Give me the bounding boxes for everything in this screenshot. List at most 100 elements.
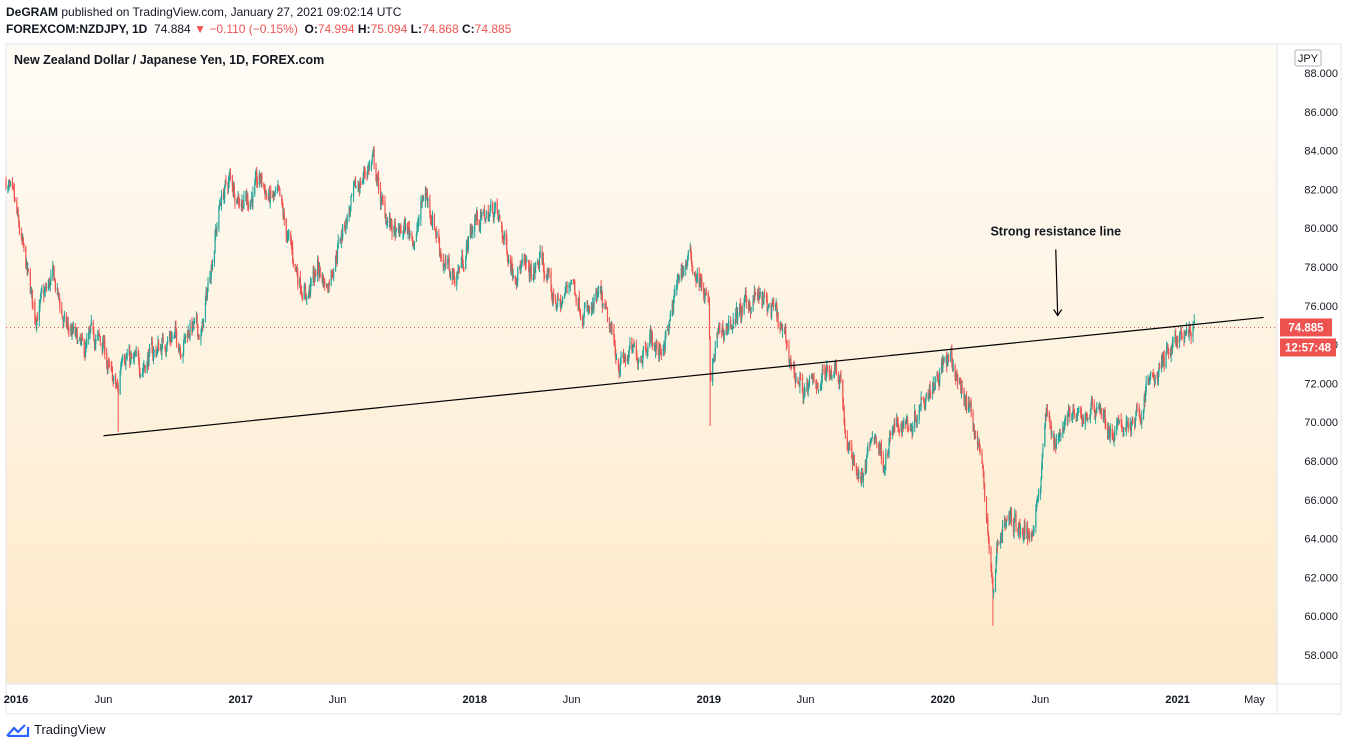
price-chart[interactable]: New Zealand Dollar / Japanese Yen, 1D, F… [0,0,1348,720]
candle-body [398,227,400,236]
candle-body [496,202,498,211]
time-axis-background[interactable] [6,684,1277,714]
candle-body [321,272,323,281]
candle-body [686,263,688,265]
candle-body [216,227,218,231]
candle-body [834,365,836,369]
x-tick-label: 2016 [4,694,28,706]
candle-body [709,337,711,373]
candle-body [246,195,248,200]
candle-body [111,366,113,368]
candle-body [170,337,173,342]
candle-body [355,187,357,189]
candle-body [1059,432,1061,436]
candle-body [654,343,656,352]
plot-background[interactable] [6,44,1277,684]
candle-body [34,320,37,322]
candle-body [933,389,936,391]
candle-body [375,163,377,181]
price-axis-background[interactable] [1277,44,1341,684]
candle-body [660,352,662,354]
candle-body [704,294,706,301]
candle-body [808,382,810,387]
candle-body [689,247,691,252]
candle-body [624,356,627,362]
candle-body [892,428,894,433]
candle-body [977,442,979,445]
candle-body [735,307,738,313]
candle-body [535,263,537,267]
candle-body [420,201,423,204]
candle-body [95,338,97,345]
candle-body [640,360,642,362]
candle-body [43,292,46,295]
candle-body [371,157,373,161]
candle-body [1143,396,1145,408]
candle-body [884,466,886,469]
y-tick-label: 86.000 [1304,107,1338,119]
candle-body [1078,408,1080,409]
candle-body [395,228,398,230]
candle-body [358,186,360,188]
candle-body [560,298,562,309]
candle-body [144,364,146,372]
candle-body [1026,527,1028,534]
candle-body [1166,345,1168,353]
candle-body [213,250,216,263]
candle-body [98,332,100,334]
candle-body [730,320,732,328]
candle-body [35,320,37,325]
candle-body [604,304,606,307]
candle-body [304,287,306,291]
candle-body [1193,319,1195,324]
x-tick-label: 2020 [931,694,955,706]
candle-body [1107,428,1109,439]
candle-body [986,516,988,520]
candle-body [692,272,694,275]
candle-body [178,349,180,352]
change-value: −0.110 (−0.15%) [209,22,298,36]
candle-body [627,356,629,361]
candle-body [744,295,746,302]
candle-body [876,441,878,443]
candle-body [690,248,692,255]
candle-body [22,238,24,241]
candle-body [721,327,723,333]
candle-body [615,358,618,360]
candle-body [528,260,530,266]
candle-body [290,240,292,246]
candle-body [291,246,293,249]
candle-body [862,473,864,482]
candle-body [258,173,260,185]
candle-body [13,189,15,199]
candle-body [1013,522,1015,533]
candle-body [439,252,441,254]
tradingview-footer[interactable]: TradingView [6,722,106,737]
candle-body [283,213,285,220]
candle-body [247,195,249,205]
currency-badge[interactable] [1294,49,1322,67]
candle-body [27,268,30,271]
candle-body [848,448,850,450]
candle-body [112,380,114,382]
candle-body [683,268,685,275]
candle-body [553,292,555,298]
candle-body [1136,407,1138,409]
symbol-label: FOREXCOM:NZDJPY, 1D [6,22,148,36]
candle-body [397,227,400,229]
candle-body [36,318,38,327]
candle-body [218,204,221,209]
candle-body [739,304,741,312]
candle-body [229,173,231,177]
candle-body [910,427,913,429]
candle-body [656,341,658,350]
candle-body [48,280,50,286]
candle-body [21,236,23,241]
candle-body [313,278,316,281]
candle-body [610,329,612,331]
candle-body [618,369,620,373]
candle-body [958,378,961,383]
resistance-trendline [103,316,1264,437]
candle-body [342,224,344,238]
candle-body [188,335,191,337]
